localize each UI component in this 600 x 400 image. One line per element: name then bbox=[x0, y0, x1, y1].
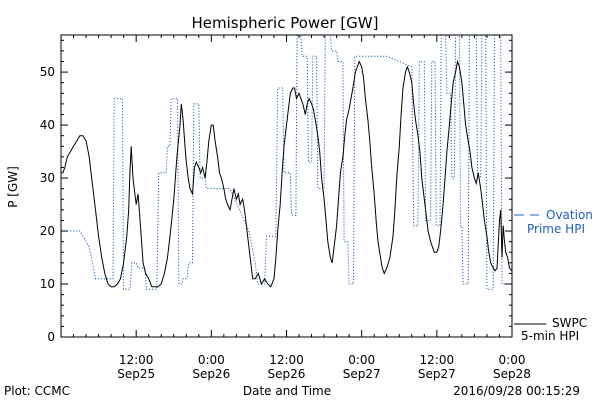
x-axis-label: Date and Time bbox=[243, 384, 331, 398]
x-tick-time-label: 0:00 bbox=[198, 353, 225, 367]
y-axis-label: P [GW] bbox=[6, 166, 20, 208]
series-line-swpc-5min-hpi bbox=[61, 59, 513, 288]
x-tick-time-label: 12:00 bbox=[119, 353, 154, 367]
y-tick-label: 40 bbox=[40, 118, 55, 132]
y-tick-label: 10 bbox=[40, 277, 55, 291]
x-tick-time-label: 12:00 bbox=[420, 353, 455, 367]
x-tick-date-label: Sep26 bbox=[192, 367, 230, 381]
x-tick-date-label: Sep27 bbox=[418, 367, 456, 381]
legend-label-swpc-line2: 5-min HPI bbox=[521, 329, 579, 343]
x-tick-time-label: 0:00 bbox=[499, 353, 526, 367]
x-tick-time-label: 12:00 bbox=[269, 353, 304, 367]
x-axis-ticks: 12:00Sep250:00Sep2612:00Sep260:00Sep2712… bbox=[60, 35, 531, 381]
y-tick-label: 0 bbox=[47, 330, 55, 344]
y-tick-label: 30 bbox=[40, 171, 55, 185]
plot-area bbox=[61, 34, 513, 290]
timestamp: 2016/09/28 00:15:29 bbox=[453, 384, 580, 398]
legend-label-swpc-line1: SWPC bbox=[552, 316, 587, 330]
x-tick-date-label: Sep25 bbox=[117, 367, 155, 381]
series-line-ovation-prime-hpi bbox=[61, 34, 512, 290]
y-axis-label-group: P [GW] bbox=[6, 166, 20, 208]
y-tick-label: 50 bbox=[40, 65, 55, 79]
x-tick-date-label: Sep26 bbox=[268, 367, 306, 381]
x-tick-date-label: Sep28 bbox=[493, 367, 531, 381]
chart-title: Hemispheric Power [GW] bbox=[192, 14, 379, 32]
plot-credit: Plot: CCMC bbox=[4, 384, 70, 398]
y-tick-label: 20 bbox=[40, 224, 55, 238]
legend-label-ovation-line1: Ovation bbox=[546, 208, 593, 222]
x-tick-date-label: Sep27 bbox=[343, 367, 381, 381]
y-axis-ticks: 0 10 20 30 40 50 bbox=[40, 39, 512, 344]
x-tick-time-label: 0:00 bbox=[348, 353, 375, 367]
legend-label-ovation-line2: Prime HPI bbox=[527, 222, 585, 236]
